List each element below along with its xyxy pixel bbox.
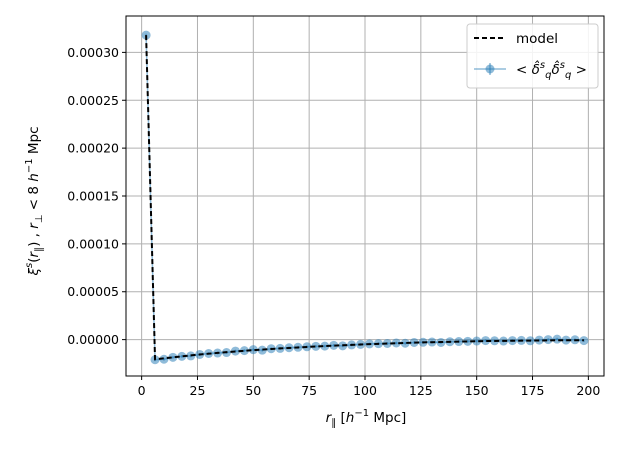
- x-tick-label: 150: [465, 383, 489, 398]
- y-tick-label: 0.00005: [67, 284, 119, 299]
- data-point: [463, 336, 473, 346]
- legend-data-label: < δ̂sqδ̂sq >: [516, 60, 587, 81]
- data-point: [230, 346, 240, 356]
- data-point: [320, 341, 330, 351]
- y-tick-label: 0.00015: [67, 189, 119, 204]
- y-tick-label: 0.00030: [67, 45, 119, 60]
- x-tick-label: 125: [409, 383, 433, 398]
- data-point: [481, 336, 491, 346]
- data-point: [552, 334, 562, 344]
- model-line: [145, 35, 584, 361]
- plot-area: [141, 30, 589, 365]
- axis-ticks: 0 25 50 75 100 125 150 175 200 0.00000 0.00005 0.00…: [67, 45, 600, 398]
- x-tick-label: 50: [245, 383, 261, 398]
- x-tick-label: 0: [138, 383, 146, 398]
- legend-data-swatch-marker: [485, 64, 495, 74]
- data-point: [472, 336, 482, 346]
- y-tick-label: 0.00010: [67, 236, 119, 251]
- x-tick-label: 175: [521, 383, 545, 398]
- data-point: [239, 346, 249, 356]
- y-axis-label: ξs(r∥) , r⊥ < 8 h−1 Mpc: [24, 126, 45, 276]
- data-point: [168, 352, 178, 362]
- x-tick-label: 100: [353, 383, 377, 398]
- data-point: [329, 340, 339, 350]
- data-point: [534, 335, 544, 345]
- legend-model-label: model: [516, 31, 558, 47]
- data-point: [400, 338, 410, 348]
- data-point: [159, 354, 169, 364]
- x-tick-label: 200: [576, 383, 600, 398]
- x-tick-label: 25: [190, 383, 206, 398]
- x-tick-label: 75: [301, 383, 317, 398]
- x-axis-label: r∥ [h−1 Mpc]: [326, 408, 407, 429]
- data-point: [177, 351, 187, 361]
- legend-box: [466, 23, 599, 89]
- data-point: [409, 337, 419, 347]
- data-point: [311, 341, 321, 351]
- y-tick-label: 0.00000: [67, 332, 119, 347]
- data-point: [141, 30, 151, 40]
- data-point: [391, 338, 401, 348]
- data-point: [257, 345, 267, 355]
- data-point: [543, 335, 553, 345]
- y-tick-label: 0.00025: [67, 93, 119, 108]
- legend: model < δ̂sqδ̂sq >: [466, 23, 599, 89]
- data-point: [561, 335, 571, 345]
- data-point: [248, 345, 258, 355]
- data-point: [382, 338, 392, 348]
- y-tick-label: 0.00020: [67, 141, 119, 156]
